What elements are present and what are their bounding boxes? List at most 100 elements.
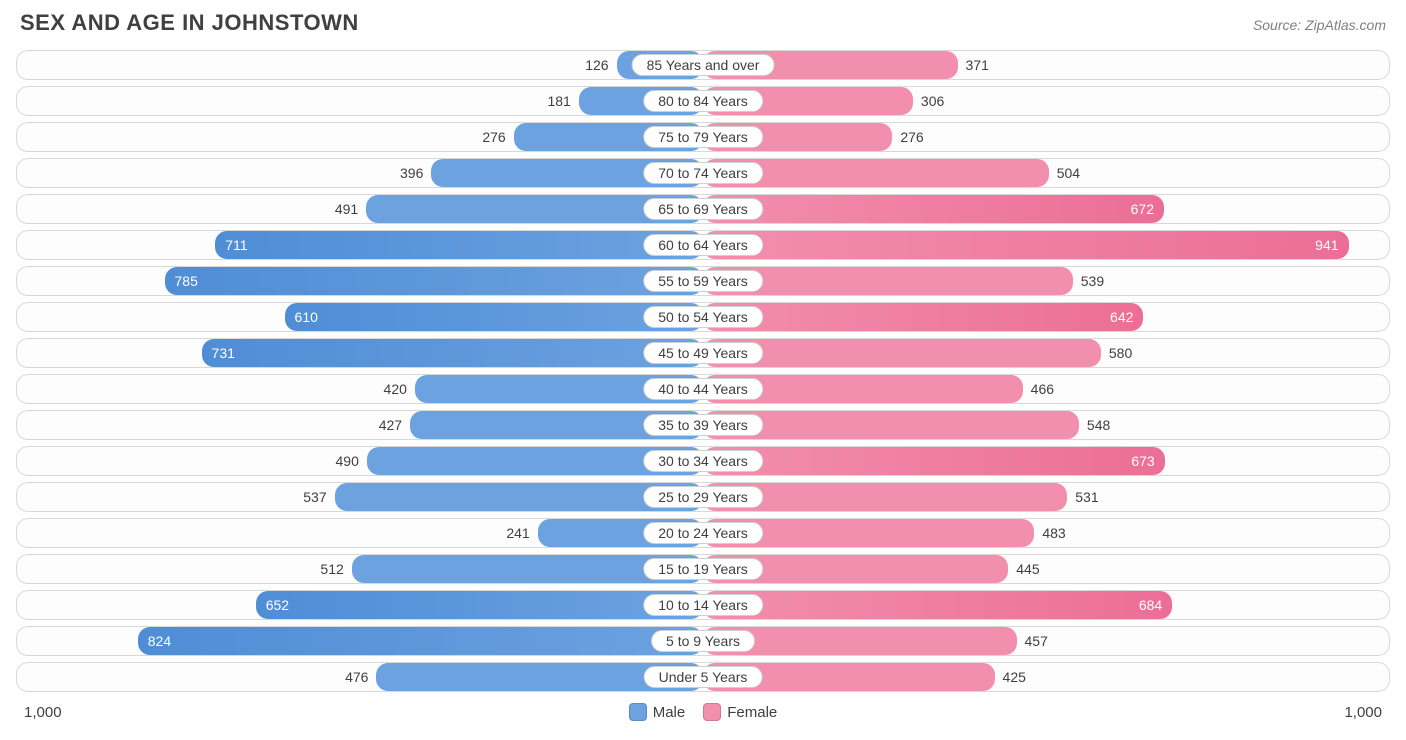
female-half: 457 xyxy=(703,627,1389,655)
male-bar: 711 xyxy=(215,231,703,259)
female-half: 941 xyxy=(703,231,1389,259)
male-half: 181 xyxy=(17,87,703,115)
female-half: 548 xyxy=(703,411,1389,439)
pyramid-row: 490 673 30 to 34 Years xyxy=(16,446,1390,476)
age-category-label: 75 to 79 Years xyxy=(643,126,763,148)
male-value: 490 xyxy=(328,447,367,475)
chart-header: SEX AND AGE IN JOHNSTOWN Source: ZipAtla… xyxy=(16,10,1390,36)
legend-item: Female xyxy=(703,703,777,721)
pyramid-row: 610 642 50 to 54 Years xyxy=(16,302,1390,332)
male-value: 491 xyxy=(327,195,366,223)
male-half: 490 xyxy=(17,447,703,475)
female-half: 531 xyxy=(703,483,1389,511)
female-bar: 672 xyxy=(703,195,1164,223)
male-bar: 652 xyxy=(256,591,703,619)
female-value: 672 xyxy=(1131,201,1154,217)
pyramid-row: 24148320 to 24 Years xyxy=(16,518,1390,548)
female-half: 504 xyxy=(703,159,1389,187)
male-half: 126 xyxy=(17,51,703,79)
age-category-label: 70 to 74 Years xyxy=(643,162,763,184)
female-value: 457 xyxy=(1017,627,1056,655)
female-half: 642 xyxy=(703,303,1389,331)
male-half: 610 xyxy=(17,303,703,331)
male-half: 427 xyxy=(17,411,703,439)
legend-item: Male xyxy=(629,703,686,721)
male-half: 785 xyxy=(17,267,703,295)
pyramid-row: 476425Under 5 Years xyxy=(16,662,1390,692)
female-half: 684 xyxy=(703,591,1389,619)
female-half: 445 xyxy=(703,555,1389,583)
age-category-label: 20 to 24 Years xyxy=(643,522,763,544)
female-value: 684 xyxy=(1139,597,1162,613)
male-half: 491 xyxy=(17,195,703,223)
male-value: 126 xyxy=(577,51,616,79)
pyramid-row: 491 672 65 to 69 Years xyxy=(16,194,1390,224)
male-value: 824 xyxy=(148,633,171,649)
age-category-label: 60 to 64 Years xyxy=(643,234,763,256)
pyramid-row: 181 306 80 to 84 Years xyxy=(16,86,1390,116)
male-half: 652 xyxy=(17,591,703,619)
male-value: 785 xyxy=(175,273,198,289)
female-value: 539 xyxy=(1073,267,1112,295)
chart-footer: 1,000 Male Female 1,000 xyxy=(16,700,1390,724)
female-half: 672 xyxy=(703,195,1389,223)
age-category-label: 55 to 59 Years xyxy=(643,270,763,292)
male-half: 731 xyxy=(17,339,703,367)
axis-label-left: 1,000 xyxy=(24,704,62,721)
age-category-label: 50 to 54 Years xyxy=(643,306,763,328)
age-category-label: 10 to 14 Years xyxy=(643,594,763,616)
pyramid-row: 427 548 35 to 39 Years xyxy=(16,410,1390,440)
female-value: 941 xyxy=(1315,237,1338,253)
female-value: 673 xyxy=(1131,453,1154,469)
male-bar: 824 xyxy=(138,627,703,655)
age-category-label: 5 to 9 Years xyxy=(651,630,755,652)
age-category-label: 30 to 34 Years xyxy=(643,450,763,472)
male-half: 476 xyxy=(17,663,703,691)
female-value: 504 xyxy=(1049,159,1088,187)
legend-swatch xyxy=(629,703,647,721)
female-value: 642 xyxy=(1110,309,1133,325)
age-category-label: 80 to 84 Years xyxy=(643,90,763,112)
male-value: 711 xyxy=(225,237,247,253)
male-value: 427 xyxy=(371,411,410,439)
legend-swatch xyxy=(703,703,721,721)
pyramid-row: 824 457 5 to 9 Years xyxy=(16,626,1390,656)
female-half: 673 xyxy=(703,447,1389,475)
male-half: 711 xyxy=(17,231,703,259)
male-bar: 731 xyxy=(202,339,703,367)
female-bar: 673 xyxy=(703,447,1165,475)
female-half: 580 xyxy=(703,339,1389,367)
age-category-label: 65 to 69 Years xyxy=(643,198,763,220)
pyramid-row: 711 941 60 to 64 Years xyxy=(16,230,1390,260)
female-bar: 684 xyxy=(703,591,1172,619)
female-half: 483 xyxy=(703,519,1389,547)
female-half: 276 xyxy=(703,123,1389,151)
male-value: 396 xyxy=(392,159,431,187)
male-bar: 785 xyxy=(165,267,704,295)
age-category-label: 15 to 19 Years xyxy=(643,558,763,580)
female-half: 306 xyxy=(703,87,1389,115)
pyramid-row: 396 504 70 to 74 Years xyxy=(16,158,1390,188)
female-value: 548 xyxy=(1079,411,1118,439)
female-half: 466 xyxy=(703,375,1389,403)
legend: Male Female xyxy=(629,703,778,721)
female-value: 306 xyxy=(913,87,952,115)
chart-title: SEX AND AGE IN JOHNSTOWN xyxy=(20,10,359,36)
male-bar: 610 xyxy=(285,303,703,331)
legend-label: Male xyxy=(653,704,686,721)
male-half: 537 xyxy=(17,483,703,511)
pyramid-row: 51244515 to 19 Years xyxy=(16,554,1390,584)
age-category-label: 35 to 39 Years xyxy=(643,414,763,436)
female-value: 580 xyxy=(1101,339,1140,367)
age-category-label: 85 Years and over xyxy=(632,54,775,76)
pyramid-row: 53753125 to 29 Years xyxy=(16,482,1390,512)
axis-label-right: 1,000 xyxy=(1344,704,1382,721)
female-half: 425 xyxy=(703,663,1389,691)
male-value: 652 xyxy=(266,597,289,613)
female-bar: 941 xyxy=(703,231,1349,259)
male-half: 824 xyxy=(17,627,703,655)
female-value: 445 xyxy=(1008,555,1047,583)
male-half: 241 xyxy=(17,519,703,547)
female-half: 539 xyxy=(703,267,1389,295)
male-half: 420 xyxy=(17,375,703,403)
